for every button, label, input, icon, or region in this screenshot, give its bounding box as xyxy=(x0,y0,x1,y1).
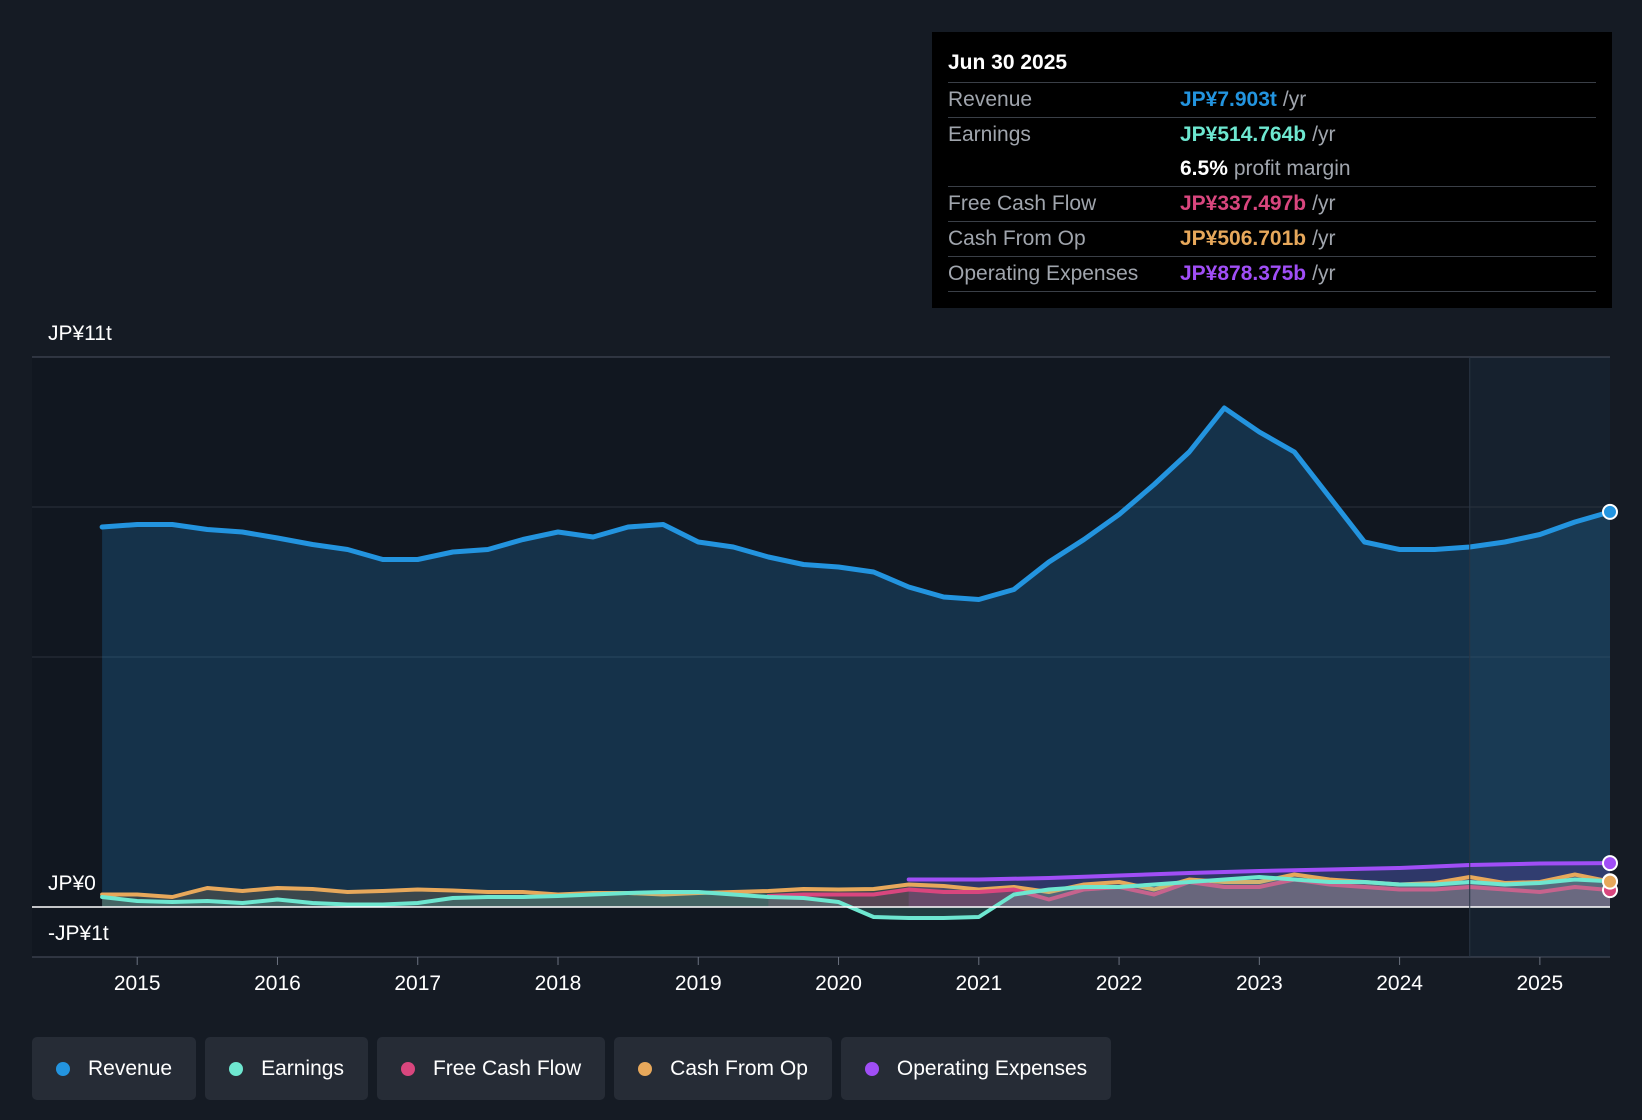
tooltip-row-margin: 6.5% profit margin xyxy=(948,152,1596,187)
tooltip-date: Jun 30 2025 xyxy=(948,48,1596,83)
tooltip-row-earnings: Earnings JP¥514.764b /yr xyxy=(948,118,1596,152)
x-tick-label: 2017 xyxy=(394,972,441,995)
tooltip-unit: /yr xyxy=(1312,192,1336,215)
x-tick-label: 2020 xyxy=(815,972,862,995)
legend-dot-icon xyxy=(638,1061,653,1076)
tooltip-value: JP¥514.764b xyxy=(1180,123,1307,146)
legend-label: Revenue xyxy=(88,1056,173,1080)
legend-item-cfo[interactable]: Cash From Op xyxy=(614,1037,832,1100)
legend-dot-icon xyxy=(400,1061,415,1076)
x-tick-label: 2015 xyxy=(114,972,161,995)
tooltip-unit: /yr xyxy=(1312,262,1336,285)
legend-label: Operating Expenses xyxy=(896,1056,1088,1080)
tooltip-value: JP¥7.903t xyxy=(1180,88,1277,111)
tooltip-unit: /yr xyxy=(1282,88,1307,111)
legend-dot-icon xyxy=(56,1061,70,1076)
x-tick-label: 2019 xyxy=(675,972,722,995)
x-tick-label: 2022 xyxy=(1096,972,1143,995)
legend-item-revenue[interactable]: Revenue xyxy=(32,1037,197,1100)
end-dots xyxy=(1602,503,1618,899)
tooltip-unit: profit margin xyxy=(1233,157,1351,180)
tooltip-row-cfo: Cash From Op JP¥506.701b /yr xyxy=(948,222,1596,257)
chart-canvas: JP¥11t JP¥0 -JP¥1t 2015 2016 2017 2018 2019 2… xyxy=(32,322,1618,995)
x-tick-label: 2024 xyxy=(1376,972,1423,995)
x-axis-ticks: 2015 2016 2017 2018 2019 2020 2021 2022 2023 2024… xyxy=(114,957,1563,995)
x-tick-label: 2023 xyxy=(1236,972,1283,995)
x-tick-label: 2018 xyxy=(535,972,582,995)
x-tick-label: 2016 xyxy=(254,972,301,995)
y-label-zero: JP¥0 xyxy=(48,872,96,895)
tooltip-row-revenue: Revenue JP¥7.903t /yr xyxy=(948,83,1596,118)
tooltip-label: Cash From Op xyxy=(948,227,1086,250)
tooltip-label: Revenue xyxy=(948,88,1033,111)
free-cash-flow-area xyxy=(768,879,1610,907)
series-layer xyxy=(99,405,1613,920)
tooltip-panel: Jun 30 2025 Revenue JP¥7.903t /yr Earnin… xyxy=(932,32,1612,308)
y-label-min: -JP¥1t xyxy=(48,922,109,945)
y-label-max: JP¥11t xyxy=(48,322,112,345)
revenue-area xyxy=(102,408,1611,907)
x-tick-label: 2025 xyxy=(1517,972,1564,995)
revenue-line xyxy=(99,405,1613,602)
tooltip-label: Free Cash Flow xyxy=(948,192,1097,215)
earnings-area xyxy=(102,877,1611,918)
tooltip-value: JP¥878.375b xyxy=(1180,262,1307,285)
operating-expenses-end-dot xyxy=(1602,855,1618,872)
gridlines xyxy=(32,506,1610,658)
legend-item-earnings[interactable]: Earnings xyxy=(205,1037,368,1100)
x-tick-label: 2021 xyxy=(955,972,1002,995)
legend-label: Free Cash Flow xyxy=(432,1056,582,1080)
legend-label: Cash From Op xyxy=(670,1056,808,1080)
legend-label: Earnings xyxy=(261,1056,344,1080)
earnings-line xyxy=(100,875,1612,920)
legend: Revenue Earnings Free Cash Flow Cash Fro… xyxy=(32,1037,1112,1100)
legend-item-fcf[interactable]: Free Cash Flow xyxy=(376,1037,606,1100)
legend-dot-icon xyxy=(229,1061,244,1076)
revenue-end-dot xyxy=(1602,503,1618,520)
tooltip-row-fcf: Free Cash Flow JP¥337.497b /yr xyxy=(948,187,1596,222)
tooltip-value: JP¥506.701b xyxy=(1180,227,1307,250)
tooltip-value: 6.5% xyxy=(1180,157,1228,180)
tooltip-unit: /yr xyxy=(1312,123,1336,146)
tooltip-label: Operating Expenses xyxy=(948,262,1139,285)
tooltip-unit: /yr xyxy=(1312,227,1336,250)
legend-item-opex[interactable]: Operating Expenses xyxy=(840,1037,1112,1100)
tooltip-value: JP¥337.497b xyxy=(1180,192,1307,215)
tooltip-label: Earnings xyxy=(948,123,1031,146)
operating-expenses-line xyxy=(906,861,1612,882)
legend-dot-icon xyxy=(864,1061,879,1076)
tooltip-row-opex: Operating Expenses JP¥878.375b /yr xyxy=(948,257,1596,292)
cash-from-op-end-dot xyxy=(1602,873,1618,890)
